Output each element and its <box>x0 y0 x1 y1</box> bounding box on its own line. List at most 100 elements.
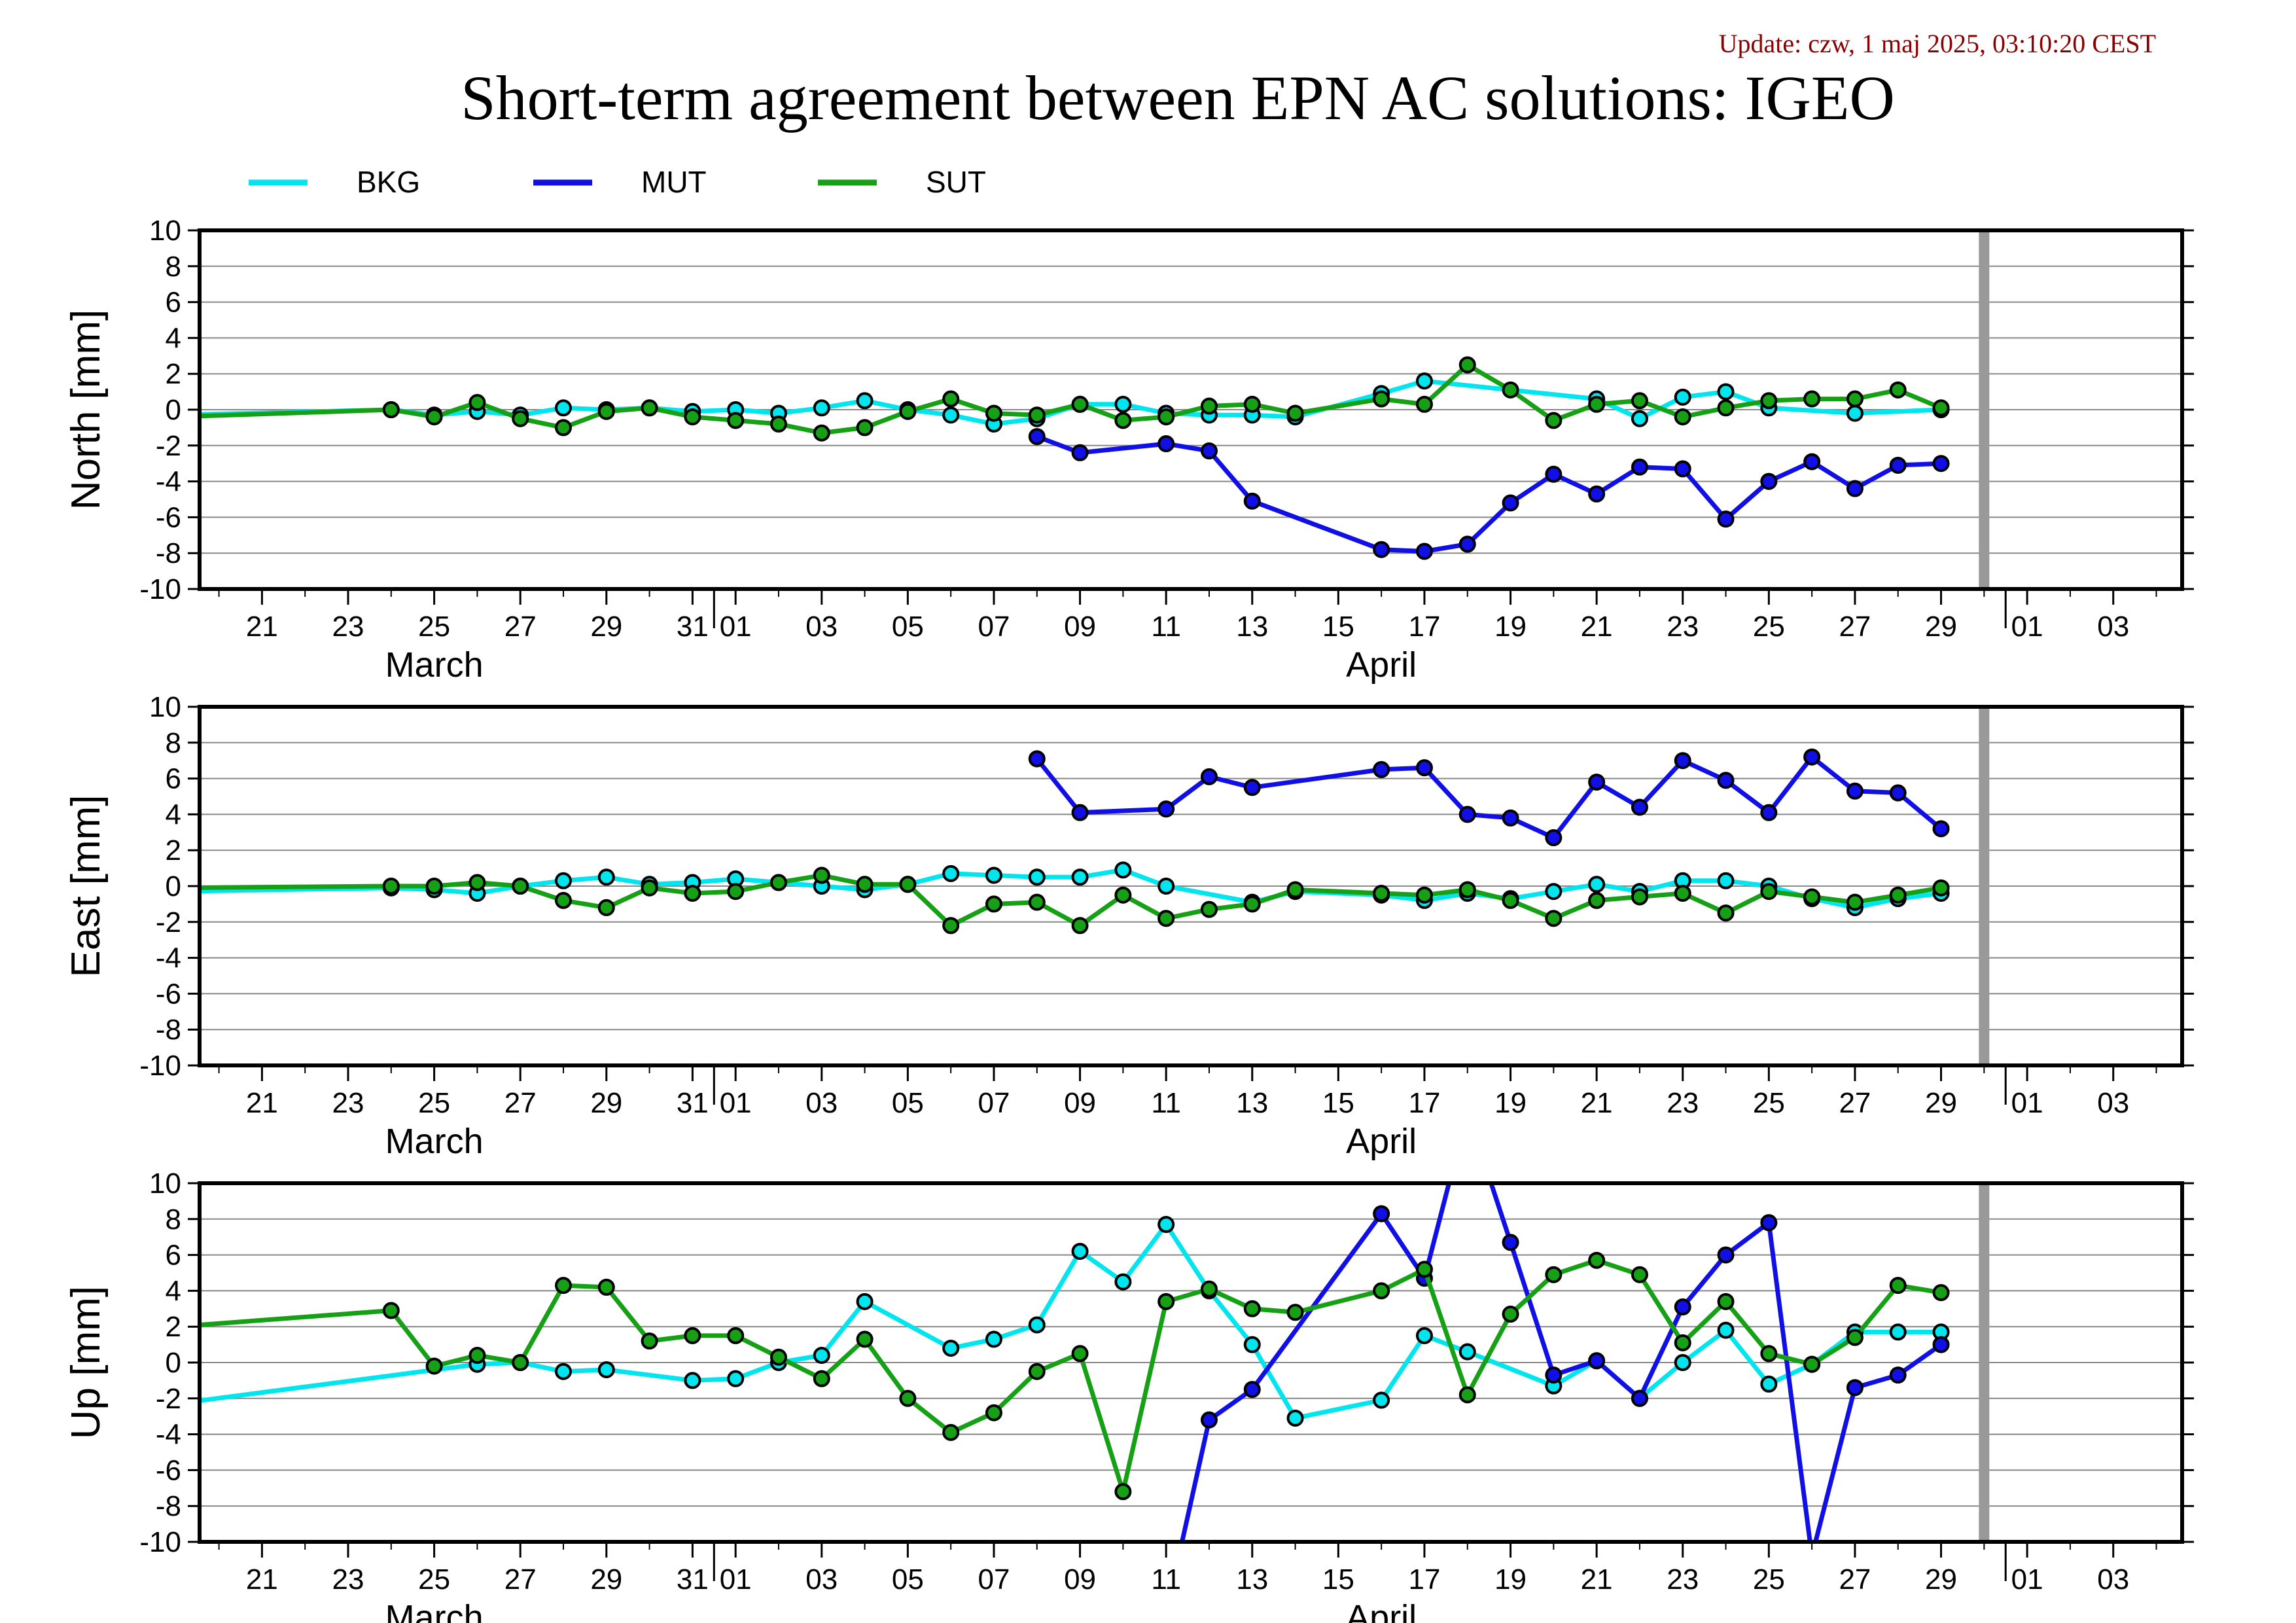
x-tick-label: 23 <box>1667 611 1699 643</box>
data-point-bkg <box>1588 876 1606 893</box>
data-point-mut <box>1415 543 1433 560</box>
data-point-mut <box>1373 760 1390 778</box>
data-point-mut <box>1071 444 1089 461</box>
x-tick-label: 05 <box>892 611 924 643</box>
data-point-bkg <box>1157 1216 1175 1234</box>
data-point-mut <box>1200 442 1218 460</box>
x-tick-label: 19 <box>1494 611 1527 643</box>
x-tick-label: 27 <box>1839 1563 1871 1596</box>
x-tick-label: 03 <box>2097 611 2129 643</box>
x-tick-label: 21 <box>1581 1563 1613 1596</box>
data-point-sut <box>1502 381 1519 399</box>
data-point-sut <box>1071 395 1089 413</box>
x-tick-label: 25 <box>1753 1563 1785 1596</box>
x-tick-label: 11 <box>1151 1087 1181 1119</box>
data-point-sut <box>769 874 787 891</box>
month-label-april: April <box>1346 645 1417 685</box>
data-point-mut <box>1545 465 1563 483</box>
data-point-sut <box>1889 1277 1907 1294</box>
data-point-sut <box>1373 884 1390 902</box>
data-point-bkg <box>1631 410 1648 427</box>
data-point-sut <box>813 866 830 884</box>
data-point-mut <box>1200 768 1218 785</box>
data-point-sut <box>1114 886 1132 904</box>
data-point-mut <box>1631 1389 1648 1407</box>
y-tick-label: -6 <box>156 978 181 1010</box>
today-marker <box>1979 230 1990 589</box>
data-point-sut <box>1760 883 1778 901</box>
data-point-mut <box>1157 800 1175 818</box>
data-point-bkg <box>942 406 960 424</box>
data-point-sut <box>985 1404 1002 1421</box>
data-point-sut <box>1458 356 1476 374</box>
today-marker <box>1979 1183 1990 1542</box>
data-point-sut <box>425 878 443 895</box>
x-tick-label: 25 <box>1753 1087 1785 1119</box>
data-point-mut <box>1588 774 1606 791</box>
x-tick-label: 15 <box>1322 1087 1354 1119</box>
data-point-sut <box>1932 879 1950 897</box>
data-point-sut <box>1157 408 1175 425</box>
data-point-bkg <box>1717 383 1735 401</box>
x-tick-label: 13 <box>1236 611 1268 643</box>
y-tick-label: 8 <box>166 1204 181 1236</box>
data-point-mut <box>1502 1234 1519 1251</box>
data-point-sut <box>1545 1266 1563 1283</box>
data-point-sut <box>1415 395 1433 413</box>
y-tick-label: -4 <box>156 466 181 498</box>
data-point-sut <box>512 1354 529 1371</box>
data-point-sut <box>1502 891 1519 909</box>
y-tick-label: -6 <box>156 501 181 533</box>
x-tick-label: 01 <box>2011 1087 2043 1119</box>
y-tick-label: 8 <box>166 251 181 283</box>
y-axis-label: North [mm] <box>63 310 109 510</box>
data-point-sut <box>1286 404 1304 422</box>
data-point-sut <box>1458 881 1476 899</box>
panel-frame <box>198 705 2184 1067</box>
data-point-sut <box>468 1347 486 1364</box>
y-tick-label: 0 <box>166 1347 181 1379</box>
x-tick-label: 27 <box>1839 611 1871 643</box>
data-point-bkg <box>856 1293 874 1310</box>
data-point-sut <box>641 1332 658 1350</box>
data-point-mut <box>1458 806 1476 823</box>
x-tick-label: 07 <box>978 1563 1010 1596</box>
data-point-sut <box>1028 893 1046 911</box>
data-point-bkg <box>1415 372 1433 390</box>
data-point-mut <box>1846 1379 1863 1397</box>
y-tick-label: 6 <box>166 1240 181 1272</box>
data-point-mut <box>1932 455 1950 473</box>
y-tick-label: -2 <box>156 906 181 938</box>
y-tick-label: -8 <box>156 1490 181 1522</box>
x-tick-label: 23 <box>1667 1563 1699 1596</box>
data-point-bkg <box>942 1340 960 1357</box>
data-point-mut <box>1545 1366 1563 1384</box>
data-point-bkg <box>597 1361 615 1378</box>
panel-east: 10 8 64 2 0 -2 -4 -6 -8 -10 East [mm] 21 23 25 27 29 31 0… <box>63 691 2194 1161</box>
series-group <box>200 748 1950 935</box>
data-point-sut <box>985 895 1002 913</box>
x-tick-label: 23 <box>332 611 364 643</box>
x-tick-label: 03 <box>805 1563 838 1596</box>
y-tick-label: -4 <box>156 942 181 974</box>
data-point-mut <box>1760 473 1778 490</box>
panel-frame <box>198 228 2184 591</box>
x-tick-label: 27 <box>504 1563 537 1596</box>
x-tick-label: 03 <box>805 611 838 643</box>
data-point-sut <box>985 404 1002 422</box>
x-tick-label: 05 <box>892 1087 924 1119</box>
data-point-sut <box>684 884 701 902</box>
data-point-bkg <box>1028 1316 1046 1334</box>
data-point-sut <box>1588 1251 1606 1269</box>
data-point-sut <box>382 1302 400 1319</box>
y-tick-label: -2 <box>156 1383 181 1415</box>
data-point-mut <box>1373 541 1390 558</box>
series-line-sut <box>200 1258 1942 1494</box>
data-point-sut <box>1114 412 1132 429</box>
legend-label-bkg: BKG <box>357 165 420 199</box>
x-tick-label: 01 <box>720 1087 752 1119</box>
data-point-sut <box>1631 888 1648 906</box>
data-point-bkg <box>554 872 572 889</box>
x-tick-label: 03 <box>2097 1563 2129 1596</box>
